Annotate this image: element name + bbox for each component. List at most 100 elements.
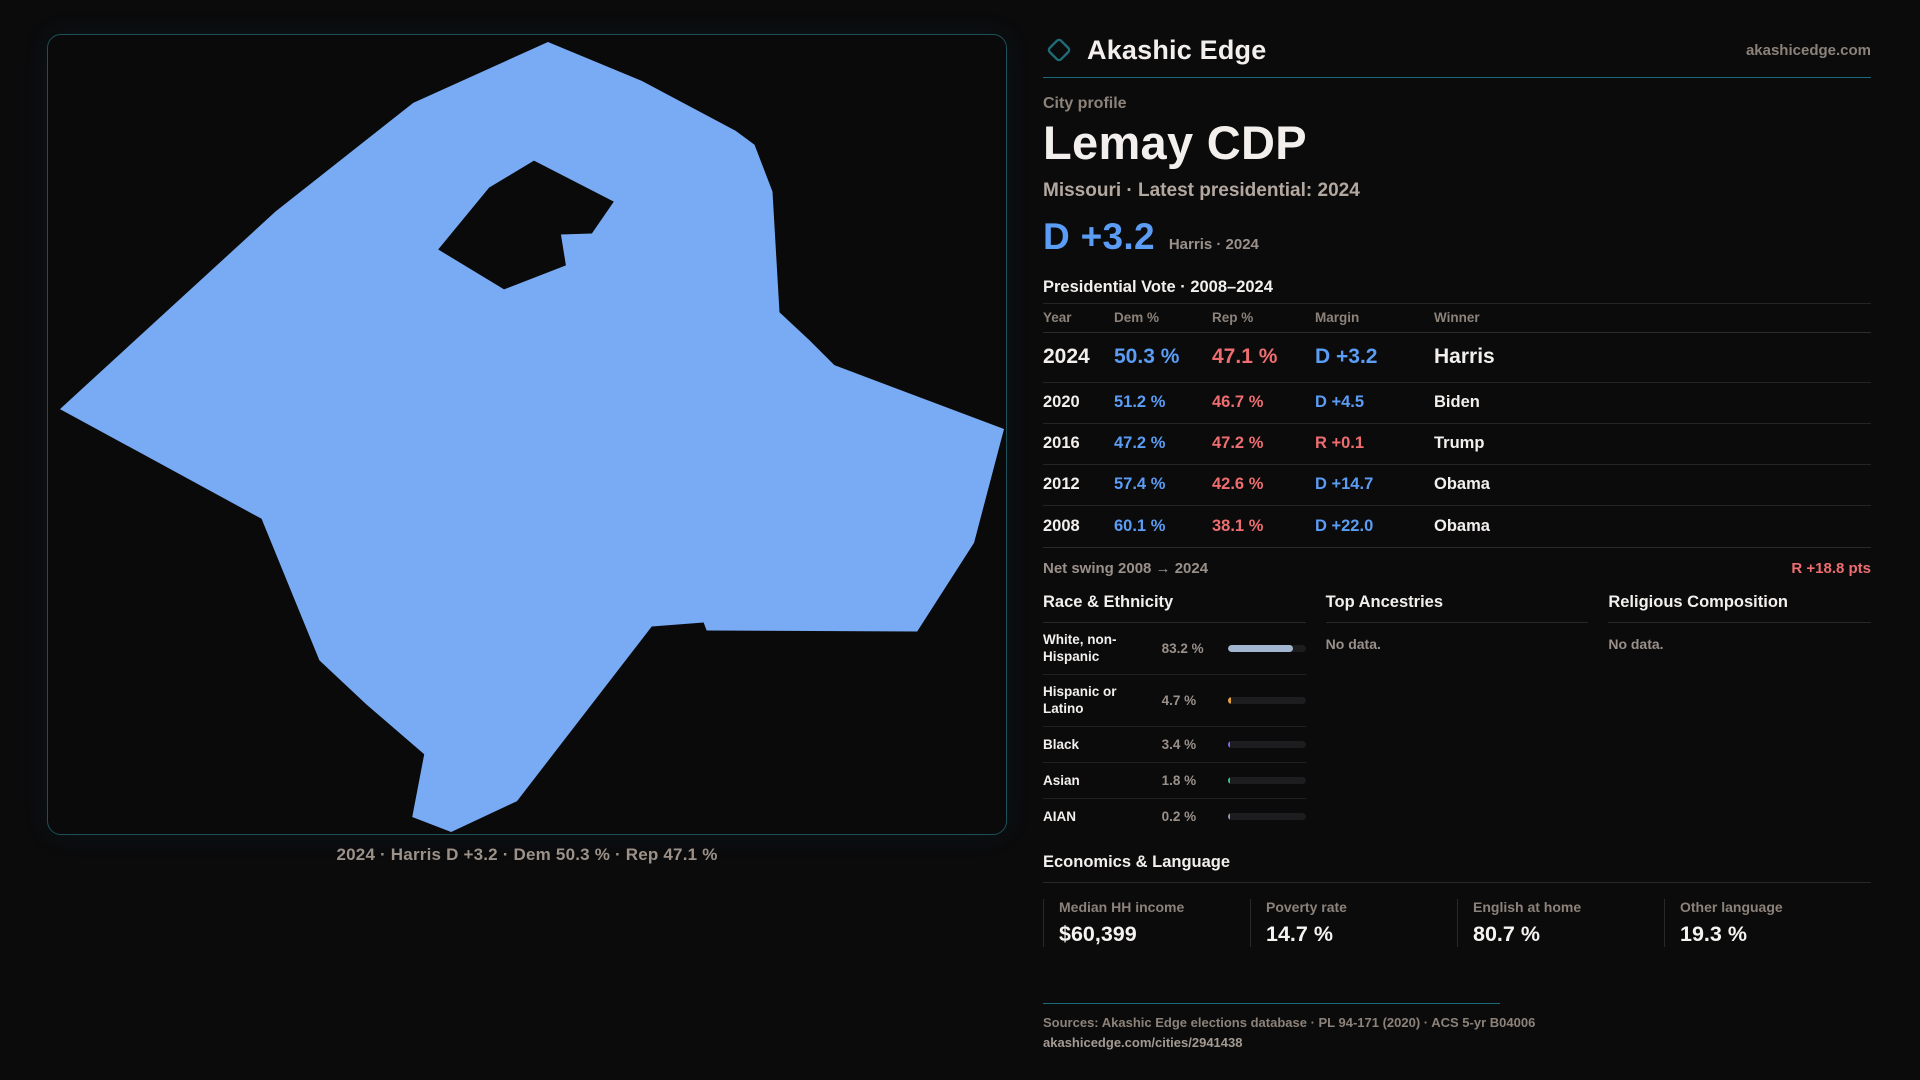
brand-header: Akashic Edge akashicedge.com [1043, 30, 1871, 70]
stat-value: $60,399 [1059, 921, 1137, 946]
ancestries-section-title: Top Ancestries [1325, 593, 1589, 623]
race-bar-track [1227, 776, 1306, 784]
stat-value: 14.7 % [1266, 921, 1333, 946]
page-title: Lemay CDP [1043, 116, 1307, 169]
footer-divider [1043, 1002, 1500, 1004]
city-boundary-map [59, 41, 1005, 833]
diamond-logo-icon [1047, 38, 1071, 62]
cell-year: 2008 [1043, 516, 1080, 535]
race-bar-track [1227, 740, 1306, 748]
race-label: Hispanic or Latino [1043, 683, 1117, 717]
presidential-vote-table: Year Dem % Rep % Margin Winner 2024 50.3… [1043, 302, 1871, 547]
race-row: Black 3.4 % [1043, 727, 1306, 763]
elections-section-title: Presidential Vote · 2008–2024 [1043, 277, 1273, 296]
race-bar-fill [1227, 644, 1293, 652]
headline-margin: D +3.2 [1043, 215, 1155, 257]
net-swing-value: R +18.8 pts [1791, 559, 1871, 577]
stat-value: 80.7 % [1473, 921, 1540, 946]
table-row: 2016 47.2 % 47.2 % R +0.1 Trump [1043, 424, 1871, 465]
race-row: Hispanic or Latino 4.7 % [1043, 675, 1306, 727]
cell-margin: R +0.1 [1315, 434, 1365, 453]
sources-text: Sources: Akashic Edge elections database… [1043, 1014, 1536, 1030]
page-kicker: City profile [1043, 95, 1127, 112]
permalink[interactable]: akashicedge.com/cities/2941438 [1043, 1034, 1243, 1050]
race-value: 4.7 % [1161, 692, 1197, 708]
col-header-winner: Winner [1434, 310, 1480, 326]
cell-margin: D +22.0 [1315, 516, 1374, 535]
cell-dem: 51.2 % [1114, 393, 1166, 412]
race-label: Black [1043, 736, 1080, 752]
cell-rep: 38.1 % [1212, 516, 1264, 535]
page-subtitle: Missouri · Latest presidential: 2024 [1043, 179, 1360, 201]
cell-winner: Harris [1434, 345, 1495, 369]
stat-english-at-home: English at home 80.7 % [1457, 898, 1664, 947]
cell-year: 2016 [1043, 434, 1080, 453]
ancestries-empty-state: No data. [1325, 635, 1381, 652]
race-label: White, non-Hispanic [1043, 631, 1117, 665]
stat-poverty-rate: Poverty rate 14.7 % [1250, 898, 1457, 947]
race-bar-track [1227, 696, 1306, 704]
headline-context: Harris · 2024 [1168, 235, 1259, 253]
demographics-columns: Race & Ethnicity White, non-Hispanic 83.… [1043, 593, 1871, 835]
col-header-rep: Rep % [1212, 310, 1254, 326]
table-row: 2012 57.4 % 42.6 % D +14.7 Obama [1043, 465, 1871, 506]
race-ethnicity-column: Race & Ethnicity White, non-Hispanic 83.… [1043, 593, 1306, 835]
cell-winner: Trump [1434, 434, 1485, 453]
economics-stats-row: Median HH income $60,399 Poverty rate 14… [1043, 898, 1871, 947]
cell-year: 2020 [1043, 393, 1080, 412]
race-row: White, non-Hispanic 83.2 % [1043, 623, 1306, 675]
race-bar-fill [1227, 776, 1230, 784]
race-value: 0.2 % [1161, 809, 1197, 825]
race-label: Asian [1043, 772, 1080, 788]
race-bar-track [1227, 644, 1306, 652]
cell-year: 2012 [1043, 475, 1080, 494]
cell-rep: 42.6 % [1212, 475, 1264, 494]
cell-margin: D +3.2 [1315, 345, 1378, 369]
cell-margin: D +4.5 [1315, 393, 1365, 412]
race-value: 83.2 % [1161, 640, 1204, 656]
table-row: 2020 51.2 % 46.7 % D +4.5 Biden [1043, 383, 1871, 424]
stat-label: Other language [1680, 898, 1783, 915]
header-divider [1043, 77, 1871, 78]
stat-label: Poverty rate [1266, 898, 1347, 915]
headline-margin-row: D +3.2 Harris · 2024 [1043, 216, 1871, 258]
cell-rep: 47.2 % [1212, 434, 1264, 453]
religion-section-title: Religious Composition [1608, 593, 1871, 623]
net-swing-label: Net swing 2008 → 2024 [1043, 559, 1209, 577]
stat-value: 19.3 % [1680, 921, 1747, 946]
race-row: AIAN 0.2 % [1043, 799, 1306, 835]
cell-rep: 47.1 % [1212, 345, 1278, 369]
col-header-margin: Margin [1315, 310, 1360, 326]
city-boundary-shape [59, 41, 1005, 833]
cell-dem: 57.4 % [1114, 475, 1166, 494]
race-bar-track [1227, 813, 1306, 821]
stat-other-language: Other language 19.3 % [1664, 898, 1871, 947]
table-row: 2024 50.3 % 47.1 % D +3.2 Harris [1043, 333, 1871, 383]
footer: Sources: Akashic Edge elections database… [1043, 1002, 1871, 1052]
table-header-row: Year Dem % Rep % Margin Winner [1043, 302, 1871, 333]
religion-column: Religious Composition No data. [1608, 593, 1871, 835]
cell-rep: 46.7 % [1212, 393, 1264, 412]
race-row: Asian 1.8 % [1043, 763, 1306, 799]
city-boundary-map-panel [47, 34, 1007, 835]
cell-dem: 47.2 % [1114, 434, 1166, 453]
cell-dem: 60.1 % [1114, 516, 1166, 535]
cell-winner: Biden [1434, 393, 1480, 412]
race-bar-fill [1227, 813, 1230, 821]
brand-domain-link[interactable]: akashicedge.com [1745, 41, 1871, 59]
brand-name: Akashic Edge [1087, 34, 1267, 65]
economics-section-title: Economics & Language [1043, 852, 1231, 871]
stat-median-hh-income: Median HH income $60,399 [1043, 898, 1250, 947]
cell-year: 2024 [1043, 345, 1090, 369]
col-header-dem: Dem % [1114, 310, 1160, 326]
religion-empty-state: No data. [1608, 635, 1664, 652]
race-bar-fill [1227, 740, 1231, 748]
map-caption: 2024 · Harris D +3.2 · Dem 50.3 % · Rep … [336, 845, 718, 864]
race-value: 1.8 % [1161, 772, 1197, 788]
cell-margin: D +14.7 [1315, 475, 1374, 494]
col-header-year: Year [1043, 310, 1072, 326]
table-row: 2008 60.1 % 38.1 % D +22.0 Obama [1043, 506, 1871, 547]
race-label: AIAN [1043, 809, 1076, 825]
ancestries-column: Top Ancestries No data. [1325, 593, 1589, 835]
economics-divider [1043, 881, 1871, 883]
